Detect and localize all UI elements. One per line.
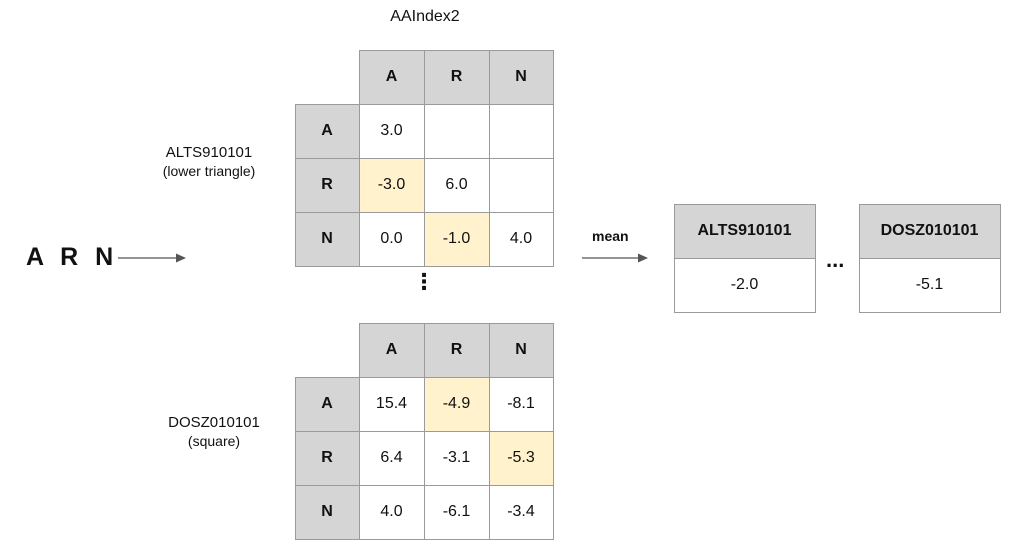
- result-value: -2.0: [673, 257, 816, 313]
- result-header: DOSZ010101: [858, 203, 1001, 259]
- row-header: R: [294, 157, 360, 213]
- row-header: A: [294, 376, 360, 432]
- row-header: A: [294, 103, 360, 159]
- matrix-cell-highlighted: -1.0: [423, 211, 490, 267]
- result-box-alts910101: ALTS910101 -2.0: [673, 203, 816, 313]
- matrix-cell: -3.1: [423, 430, 490, 486]
- matrix-cell: 4.0: [488, 211, 554, 267]
- matrix-cell: 15.4: [358, 376, 425, 432]
- matrix-2-label: DOSZ010101 (square): [124, 413, 304, 451]
- matrix-1-label: ALTS910101 (lower triangle): [119, 143, 299, 181]
- diagram-title: AAIndex2: [390, 8, 460, 25]
- mean-arrow: [582, 253, 648, 263]
- matrix-cell: 3.0: [358, 103, 425, 159]
- row-header: R: [294, 430, 360, 486]
- column-header: A: [358, 322, 425, 378]
- matrix-cell: -3.4: [488, 484, 554, 540]
- matrix-corner: [295, 323, 360, 378]
- matrix-1-name: ALTS910101: [165, 144, 253, 161]
- column-header: A: [358, 49, 425, 105]
- vertical-ellipsis: ⋮: [413, 269, 435, 294]
- matrix-dosz010101: A R N A 15.4 -4.9 -8.1 R 6.4 -3.1 -5.3 N…: [294, 322, 554, 540]
- result-header: ALTS910101: [673, 203, 816, 259]
- row-header: N: [294, 484, 360, 540]
- matrix-cell-highlighted: -3.0: [358, 157, 425, 213]
- matrix-cell: 4.0: [358, 484, 425, 540]
- matrix-corner: [295, 50, 360, 105]
- matrix-2-type: (square): [187, 433, 241, 449]
- matrix-alts910101: A R N A 3.0 R -3.0 6.0 N 0.0 -1.0 4.0: [294, 49, 554, 267]
- input-arrow: [118, 253, 186, 263]
- matrix-cell-highlighted: -5.3: [488, 430, 554, 486]
- row-header: N: [294, 211, 360, 267]
- matrix-cell-highlighted: -4.9: [423, 376, 490, 432]
- matrix-cell: [488, 103, 554, 159]
- matrix-cell: [423, 103, 490, 159]
- column-header: N: [488, 49, 554, 105]
- matrix-cell: 6.4: [358, 430, 425, 486]
- mean-label: mean: [592, 228, 629, 244]
- horizontal-ellipsis: ...: [826, 247, 845, 272]
- matrix-cell: -6.1: [423, 484, 490, 540]
- matrix-cell: 0.0: [358, 211, 425, 267]
- matrix-cell: 6.0: [423, 157, 490, 213]
- column-header: N: [488, 322, 554, 378]
- matrix-1-type: (lower triangle): [162, 163, 256, 179]
- result-box-dosz010101: DOSZ010101 -5.1: [858, 203, 1001, 313]
- matrix-cell: -8.1: [488, 376, 554, 432]
- matrix-cell: [488, 157, 554, 213]
- column-header: R: [423, 322, 490, 378]
- matrix-2-name: DOSZ010101: [168, 414, 260, 431]
- input-sequence: A R N: [26, 243, 119, 271]
- result-value: -5.1: [858, 257, 1001, 313]
- column-header: R: [423, 49, 490, 105]
